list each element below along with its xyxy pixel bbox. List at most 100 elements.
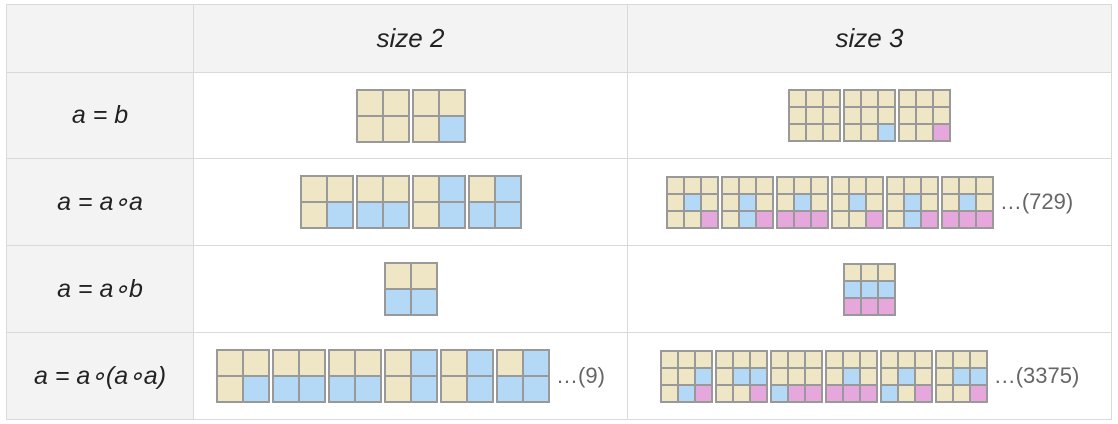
cayley-table-tile (216, 349, 271, 403)
tile-cell (357, 203, 382, 227)
cayley-table-tile (720, 175, 774, 229)
tile-cell (750, 351, 766, 367)
cayley-table-tile (383, 262, 438, 316)
tile-cell (357, 90, 382, 115)
tile-cell (904, 177, 920, 193)
tile-cell (716, 351, 732, 367)
tile-cell (701, 177, 717, 193)
tile-cell (934, 91, 949, 106)
cayley-table-tile (940, 175, 994, 229)
cayley-table-tile (665, 175, 719, 229)
tile-cell (756, 194, 772, 210)
tile-cell (356, 377, 381, 401)
tile-cell (862, 125, 877, 140)
tile-cell (826, 351, 842, 367)
tile-cell (860, 351, 876, 367)
tile-cell (898, 351, 914, 367)
tile-cell (788, 351, 804, 367)
tile-cell (716, 385, 732, 401)
tile-cell (733, 368, 749, 384)
tile-cell (807, 91, 822, 106)
pattern-group (194, 175, 627, 229)
table-row: a = a∘a …(729) (6, 158, 1112, 246)
cayley-table-tile (467, 175, 522, 229)
pattern-group: …(9) (194, 349, 627, 403)
tile-cell (411, 290, 436, 314)
tile-cell (701, 194, 717, 210)
tile-cell (860, 385, 876, 401)
tile-cell (771, 368, 787, 384)
tile-cell (845, 264, 860, 280)
tile-cell (915, 385, 931, 401)
tile-cell (413, 90, 438, 115)
cayley-table-tile (824, 349, 878, 403)
cayley-table-tile (355, 88, 410, 143)
tile-cell (845, 281, 860, 297)
tile-cell (495, 177, 520, 201)
cayley-table-tile (411, 175, 466, 229)
tile-cell (953, 351, 969, 367)
tile-cell (900, 91, 915, 106)
tile-cell (790, 108, 805, 123)
tile-cell (845, 298, 860, 314)
tile-cell (301, 203, 326, 227)
tile-cell (218, 377, 243, 401)
tile-cell (733, 351, 749, 367)
size2-cell (193, 245, 628, 333)
tile-cell (411, 264, 436, 288)
tile-cell (790, 125, 805, 140)
tile-cell (970, 385, 986, 401)
tile-cell (881, 385, 897, 401)
cayley-table-tile (934, 349, 988, 403)
tile-cell (936, 385, 952, 401)
corner-cell (6, 4, 194, 73)
tile-cell (498, 377, 523, 401)
tile-cell (824, 125, 839, 140)
cayley-table-tile (843, 89, 896, 142)
tile-cell (771, 351, 787, 367)
tile-cell (667, 194, 683, 210)
tile-cell (756, 177, 772, 193)
tile-cell (826, 368, 842, 384)
tile-cell (695, 368, 711, 384)
tile-cell (921, 211, 937, 227)
tile-cell (412, 377, 437, 401)
tile-cell (879, 264, 894, 280)
tile-cell (495, 203, 520, 227)
tile-cell (887, 211, 903, 227)
tile-cell (953, 368, 969, 384)
tile-cell (667, 211, 683, 227)
cayley-table-tile (496, 349, 551, 403)
pattern-group: …(3375) (628, 349, 1111, 403)
tile-cell (805, 351, 821, 367)
tile-cell (661, 351, 677, 367)
cayley-table-tile (885, 175, 939, 229)
tile-cell (777, 194, 793, 210)
tile-cell (678, 351, 694, 367)
tile-cell (849, 211, 865, 227)
tile-cell (881, 368, 897, 384)
tile-cell (667, 177, 683, 193)
tile-cell (934, 108, 949, 123)
tile-cell (936, 368, 952, 384)
tile-cell (845, 91, 860, 106)
tile-cell (807, 125, 822, 140)
tile-cell (386, 377, 411, 401)
tile-cell (976, 194, 992, 210)
tile-cell (879, 108, 894, 123)
cayley-table-tile (659, 349, 713, 403)
tile-cell (843, 368, 859, 384)
tile-cell (843, 385, 859, 401)
tile-cell (832, 211, 848, 227)
tile-cell (790, 91, 805, 106)
tile-cell (866, 177, 882, 193)
tile-cell (826, 385, 842, 401)
count-label: …(729) (999, 189, 1074, 214)
tile-cell (330, 351, 355, 375)
tile-cell (678, 368, 694, 384)
cayley-table-tile (879, 349, 933, 403)
tile-cell (356, 351, 381, 375)
tile-cell (750, 385, 766, 401)
tile-cell (849, 177, 865, 193)
tile-cell (524, 377, 549, 401)
